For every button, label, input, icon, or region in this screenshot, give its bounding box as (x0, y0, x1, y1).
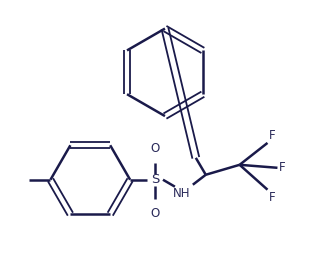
Text: F: F (268, 191, 275, 204)
Text: O: O (150, 207, 160, 220)
Text: NH: NH (173, 187, 191, 200)
Text: F: F (268, 129, 275, 142)
Text: S: S (151, 173, 159, 186)
Text: O: O (150, 142, 160, 155)
Text: F: F (278, 161, 285, 174)
